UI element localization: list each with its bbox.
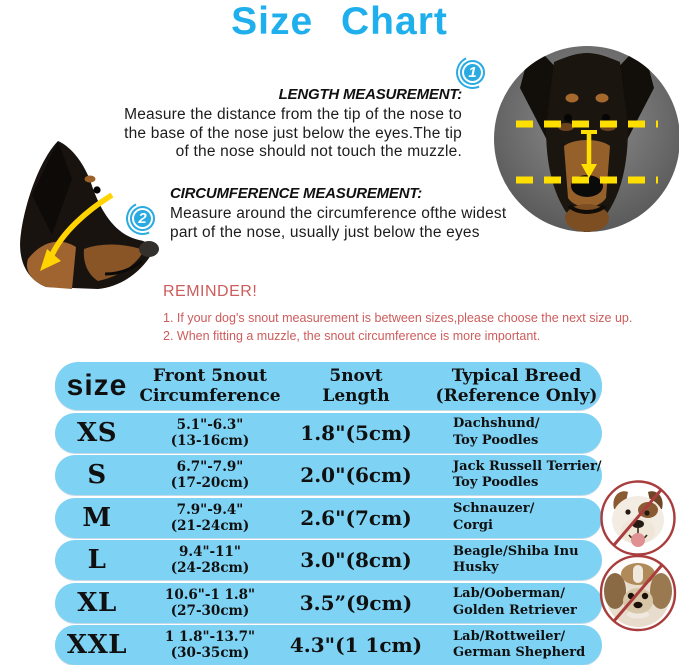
circumference-cell: 5.1"-6.3" (13-16cm) (139, 417, 281, 449)
size-cell: XS (77, 417, 117, 448)
reminder-section: REMINDER! 1. If your dog's snout measure… (163, 283, 643, 345)
breed-line2: Toy Poodles (453, 475, 539, 490)
breed-line2: Husky (453, 560, 499, 575)
size-table: size Front 5nout Circumference 5novt Len… (55, 362, 602, 665)
length-measurement-section: LENGTH MEASUREMENT: Measure the distance… (82, 86, 462, 162)
table-row-xl: XL 10.6"-1 1.8" (27-30cm) 3.5”(9cm) Lab/… (55, 582, 602, 623)
circumference-inches: 6.7"-7.9" (176, 459, 244, 475)
circumference-measurement-text-line1: Measure around the circumference ofthe w… (170, 205, 507, 222)
circumference-measurement-text-line2: part of the nose, usually just below the… (170, 223, 480, 241)
breed-line2: Golden Retriever (453, 602, 577, 618)
reminder-item-2: 2. When fitting a muzzle, the snout circ… (163, 329, 541, 343)
circumference-cell: 1 1.8"-13.7" (30-35cm) (139, 629, 281, 661)
header-circumference-line2: Circumference (139, 386, 281, 406)
circumference-inches: 1 1.8"-13.7" (164, 629, 256, 645)
circumference-measurement-section: CIRCUMFERENCE MEASUREMENT: Measure aroun… (170, 185, 540, 242)
length-cell: 1.8"(5cm) (300, 420, 412, 445)
header-circumference: Front 5nout Circumference (139, 366, 281, 406)
doberman-side-photo (0, 137, 160, 292)
header-breed: Typical Breed (Reference Only) (431, 366, 602, 406)
breed-line1: Schnauzer/ (453, 501, 535, 516)
circumference-measurement-heading: CIRCUMFERENCE MEASUREMENT: (170, 185, 423, 202)
table-row-s: S 6.7"-7.9" (17-20cm) 2.0"(6cm) Jack Rus… (55, 455, 602, 495)
circumference-cm: (30-35cm) (170, 645, 250, 661)
circumference-arrow (40, 192, 114, 271)
length-cell: 2.0"(6cm) (300, 463, 412, 487)
circumference-cm: (21-24cm) (170, 517, 250, 534)
header-size: size (66, 369, 128, 402)
length-measurement-text-line2: the base of the nose just below the eyes… (124, 124, 462, 142)
header-length: 5novt Length (281, 366, 431, 406)
length-cell: 3.5”(9cm) (299, 590, 413, 615)
breed-cell: Jack Russell Terrier/ Toy Poodles (431, 459, 602, 492)
table-header-row: size Front 5nout Circumference 5novt Len… (55, 362, 602, 410)
length-measurement-heading: LENGTH MEASUREMENT: (278, 86, 463, 103)
circumference-cm: (24-28cm) (170, 560, 250, 576)
size-cell: S (87, 460, 107, 490)
length-dashed-lines (516, 120, 658, 184)
header-breed-line2: (Reference Only) (435, 386, 598, 406)
table-row-xs: XS 5.1"-6.3" (13-16cm) 1.8"(5cm) Dachshu… (55, 412, 602, 453)
page-title: Size Chart (231, 0, 448, 43)
table-row-xxl: XXL 1 1.8"-13.7" (30-35cm) 4.3"(1 1cm) L… (55, 625, 602, 665)
length-cell: 4.3"(1 1cm) (289, 633, 423, 657)
size-cell: M (82, 502, 112, 533)
circumference-cell: 10.6"-1 1.8" (27-30cm) (139, 587, 281, 619)
breed-line1: Jack Russell Terrier/ (453, 458, 602, 474)
breed-cell: Beagle/Shiba Inu Husky (431, 544, 602, 577)
breed-cell: Dachshund/ Toy Poodles (431, 416, 602, 449)
length-measurement-text-line3: of the nose should not touch the muzzle. (175, 143, 462, 160)
length-arrow (581, 130, 597, 178)
size-cell: XXL (66, 630, 128, 660)
circumference-cell: 9.4"-11" (24-28cm) (139, 544, 281, 576)
circumference-cm: (17-20cm) (170, 475, 250, 491)
circumference-cell: 7.9"-9.4" (21-24cm) (139, 502, 281, 534)
header-circumference-line1: Front 5nout (153, 366, 267, 386)
size-cell: XL (77, 587, 117, 618)
breed-line2: German Shepherd (453, 645, 586, 660)
circumference-inches: 9.4"-11" (179, 544, 241, 560)
breed-line2: Corgi (453, 517, 493, 533)
breed-cell: Schnauzer/ Corgi (431, 501, 602, 534)
circumference-cm: (13-16cm) (170, 432, 250, 449)
breed-line2: Toy Poodles (453, 432, 539, 448)
header-length-line1: 5novt (329, 366, 383, 386)
circumference-cell: 6.7"-7.9" (17-20cm) (139, 459, 281, 491)
size-cell: L (87, 545, 107, 575)
circumference-inches: 10.6"-1 1.8" (164, 586, 256, 603)
header-length-line2: Length (322, 386, 390, 406)
circumference-cm: (27-30cm) (170, 602, 250, 619)
breed-cell: Lab/Rottweiler/ German Shepherd (431, 629, 602, 662)
bulldog-prohibited-icon (599, 479, 677, 557)
length-cell: 3.0"(8cm) (300, 548, 412, 572)
length-cell: 2.6"(7cm) (300, 505, 412, 530)
breed-line1: Lab/Ooberman/ (453, 586, 565, 601)
reminder-item-1: 1. If your dog's snout measurement is be… (163, 311, 633, 325)
length-measurement-text-line1: Measure the distance from the tip of the… (124, 106, 462, 123)
doberman-side-illustration (20, 141, 159, 289)
reminder-heading: REMINDER! (163, 283, 258, 300)
circumference-inches: 7.9"-9.4" (176, 501, 244, 518)
step-1-badge: 1 (460, 60, 485, 85)
header-breed-line1: Typical Breed (451, 366, 582, 386)
doberman-front-photo (494, 46, 679, 232)
breed-line1: Beagle/Shiba Inu (453, 543, 579, 559)
step-2-badge: 2 (130, 206, 155, 231)
breed-line1: Dachshund/ (453, 416, 540, 431)
breed-line1: Lab/Rottweiler/ (453, 628, 566, 644)
doberman-front-illustration (494, 46, 679, 232)
circumference-inches: 5.1"-6.3" (176, 416, 244, 433)
table-row-m: M 7.9"-9.4" (21-24cm) 2.6"(7cm) Schnauze… (55, 497, 602, 538)
step-1-number: 1 (468, 64, 477, 81)
table-row-l: L 9.4"-11" (24-28cm) 3.0"(8cm) Beagle/Sh… (55, 540, 602, 580)
breed-cell: Lab/Ooberman/ Golden Retriever (431, 586, 602, 619)
shih-tzu-prohibited-icon (598, 553, 677, 632)
